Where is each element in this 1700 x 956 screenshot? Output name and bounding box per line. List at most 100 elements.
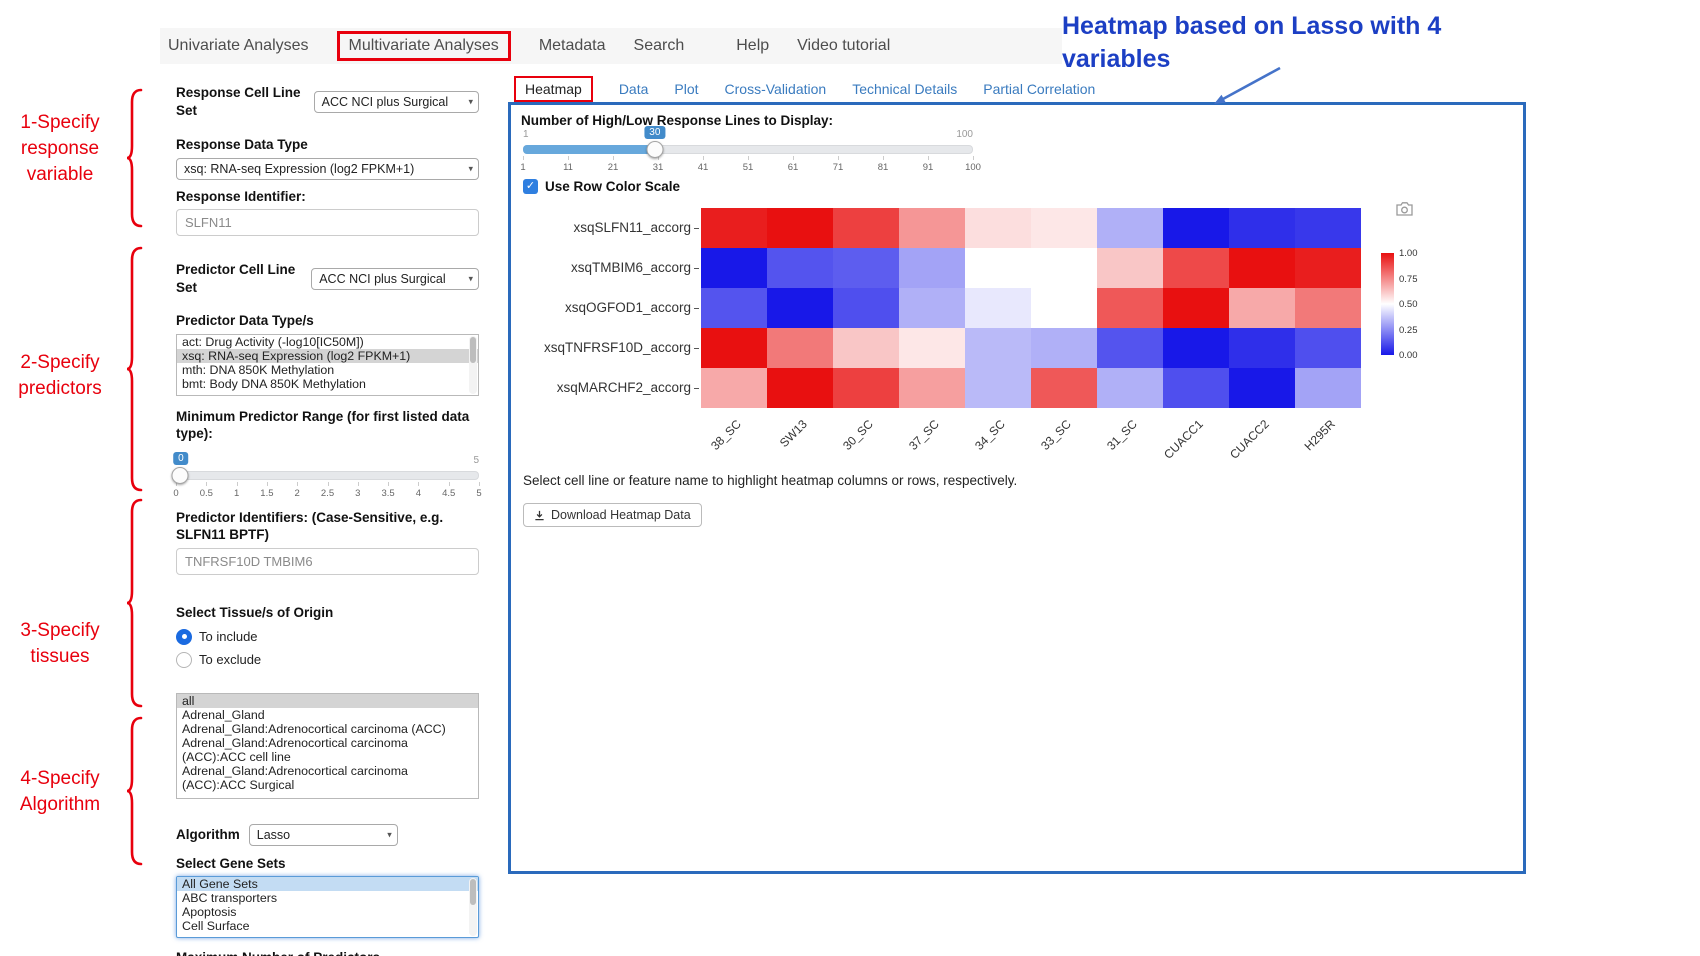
heatmap-cell[interactable]	[965, 328, 1031, 368]
heatmap-cell[interactable]	[833, 288, 899, 328]
listbox-option[interactable]: Apoptosis	[182, 905, 237, 920]
min-predictor-range-slider[interactable]: 05000.511.522.533.544.55	[171, 451, 482, 505]
heatmap-cell[interactable]	[1229, 328, 1295, 368]
nav-item-help[interactable]: Help	[736, 37, 770, 54]
scrollbar[interactable]	[469, 878, 477, 937]
heatmap-cell[interactable]	[767, 288, 833, 328]
heatmap-cell[interactable]	[833, 328, 899, 368]
heatmap-cell[interactable]	[701, 368, 767, 408]
heatmap-cell[interactable]	[1031, 328, 1097, 368]
heatmap-cell[interactable]	[1163, 248, 1229, 288]
listbox-option[interactable]: Adrenal_Gland:Adrenocortical carcinoma (…	[182, 721, 446, 736]
heatmap-cell[interactable]	[701, 208, 767, 248]
heatmap-row-label[interactable]: xsqTNFRSF10D_accorg	[543, 340, 691, 355]
radio-to-include[interactable]	[176, 628, 192, 645]
camera-icon[interactable]	[1395, 201, 1414, 216]
scrollbar-thumb[interactable]	[470, 879, 476, 906]
response-data-type-select[interactable]: xsq: RNA-seq Expression (log2 FPKM+1) ▾	[176, 157, 479, 180]
predictor-identifiers-input[interactable]	[176, 548, 479, 576]
lines-slider[interactable]: 1 100 30 1 11 21 31 41 51 61 71 81 91 100	[520, 126, 981, 179]
response-identifier-input[interactable]	[176, 209, 479, 237]
nav-item-multivariate-analyses[interactable]: Multivariate Analyses	[336, 31, 511, 61]
heatmap-cell[interactable]	[701, 248, 767, 288]
heatmap-cell[interactable]	[1295, 368, 1361, 408]
heatmap-cell[interactable]	[1031, 208, 1097, 248]
nav-item-univariate-analyses[interactable]: Univariate Analyses	[168, 37, 309, 54]
heatmap-cell[interactable]	[701, 328, 767, 368]
nav-item-metadata[interactable]: Metadata	[538, 37, 606, 54]
predictor-cell-line-set-select[interactable]: ACC NCI plus Surgical ▾	[311, 267, 479, 290]
heatmap-cell[interactable]	[1163, 208, 1229, 248]
heatmap-cell[interactable]	[899, 328, 965, 368]
heatmap-cell[interactable]	[965, 288, 1031, 328]
heatmap-cell[interactable]	[899, 288, 965, 328]
scrollbar[interactable]	[469, 335, 477, 394]
listbox-option[interactable]: Adrenal_Gland:Adrenocortical carcinoma (…	[182, 735, 408, 764]
heatmap-cell[interactable]	[1097, 208, 1163, 248]
heatmap-cell[interactable]	[899, 208, 965, 248]
heatmap-cell[interactable]	[1229, 248, 1295, 288]
heatmap-cell[interactable]	[899, 368, 965, 408]
heatmap-cell[interactable]	[1229, 208, 1295, 248]
nav-item-video-tutorial[interactable]: Video tutorial	[797, 37, 891, 54]
algorithm-select[interactable]: Lasso ▾	[248, 823, 398, 846]
listbox-option[interactable]: xsq: RNA-seq Expression (log2 FPKM+1)	[177, 348, 478, 363]
heatmap-cell[interactable]	[1031, 368, 1097, 408]
slider-handle[interactable]	[646, 141, 664, 158]
heatmap-cell[interactable]	[767, 248, 833, 288]
heatmap-cell[interactable]	[1031, 288, 1097, 328]
tissue-listbox[interactable]: all Adrenal_Gland Adrenal_Gland:Adrenocort…	[176, 692, 479, 799]
heatmap-cell[interactable]	[1097, 288, 1163, 328]
heatmap-cell[interactable]	[1295, 288, 1361, 328]
heatmap-cell[interactable]	[833, 208, 899, 248]
listbox-option[interactable]: Adrenal_Gland	[182, 707, 265, 722]
tab-partial-correlation[interactable]: Partial Correlation	[983, 81, 1096, 97]
heatmap-cell[interactable]	[767, 328, 833, 368]
tab-data[interactable]: Data	[618, 81, 649, 97]
listbox-option[interactable]: Cell Surface	[182, 919, 250, 934]
predictor-data-types-listbox[interactable]: act: Drug Activity (-log10[IC50M]) xsq: R…	[176, 333, 479, 396]
heatmap-cell[interactable]	[1163, 368, 1229, 408]
slider-handle[interactable]	[171, 466, 189, 484]
heatmap-cell[interactable]	[1295, 328, 1361, 368]
heatmap-cell[interactable]	[701, 288, 767, 328]
radio-to-exclude[interactable]	[176, 651, 192, 668]
nav-item-search[interactable]: Search	[633, 37, 685, 54]
heatmap-cell[interactable]	[1229, 288, 1295, 328]
listbox-option[interactable]: act: Drug Activity (-log10[IC50M])	[182, 334, 364, 349]
heatmap-cell[interactable]	[1097, 328, 1163, 368]
heatmap-cell[interactable]	[965, 248, 1031, 288]
heatmap-cell[interactable]	[1295, 208, 1361, 248]
heatmap-cell[interactable]	[1031, 248, 1097, 288]
tab-technical-details[interactable]: Technical Details	[852, 81, 958, 97]
heatmap-cell[interactable]	[1295, 248, 1361, 288]
download-heatmap-data-button[interactable]: Download Heatmap Data	[523, 503, 702, 527]
listbox-option[interactable]: bmt: Body DNA 850K Methylation	[182, 376, 366, 391]
listbox-option[interactable]: ABC transporters	[182, 891, 278, 906]
heatmap-cell[interactable]	[965, 368, 1031, 408]
heatmap-row-label[interactable]: xsqTMBIM6_accorg	[570, 260, 691, 275]
heatmap-cell[interactable]	[767, 208, 833, 248]
listbox-option[interactable]: mth: DNA 850K Methylation	[182, 362, 335, 377]
listbox-option[interactable]: All Gene Sets	[177, 877, 478, 892]
heatmap-cell[interactable]	[833, 248, 899, 288]
listbox-option[interactable]: all	[177, 693, 478, 708]
gene-sets-listbox[interactable]: All Gene Sets ABC transporters Apoptosis Ce…	[176, 876, 479, 939]
heatmap-cell[interactable]	[1097, 248, 1163, 288]
heatmap-cell[interactable]	[965, 208, 1031, 248]
heatmap-row-label[interactable]: xsqSLFN11_accorg	[573, 220, 691, 235]
tab-heatmap[interactable]: Heatmap	[514, 76, 593, 102]
heatmap-cell[interactable]	[899, 248, 965, 288]
heatmap-cell[interactable]	[1229, 368, 1295, 408]
slider-track[interactable]	[176, 470, 479, 480]
heatmap-cell[interactable]	[1163, 328, 1229, 368]
heatmap-cell[interactable]	[767, 368, 833, 408]
row-color-scale-row[interactable]: ✓ Use Row Color Scale	[523, 179, 680, 194]
heatmap-cell[interactable]	[1163, 288, 1229, 328]
tab-cross-validation[interactable]: Cross-Validation	[724, 81, 827, 97]
heatmap-row-label[interactable]: xsqOGFOD1_accorg	[564, 300, 691, 315]
tab-plot[interactable]: Plot	[674, 81, 699, 97]
checkbox-checked-icon[interactable]: ✓	[523, 179, 538, 194]
heatmap-cell[interactable]	[1097, 368, 1163, 408]
response-cell-line-set-select[interactable]: ACC NCI plus Surgical ▾	[313, 90, 479, 113]
